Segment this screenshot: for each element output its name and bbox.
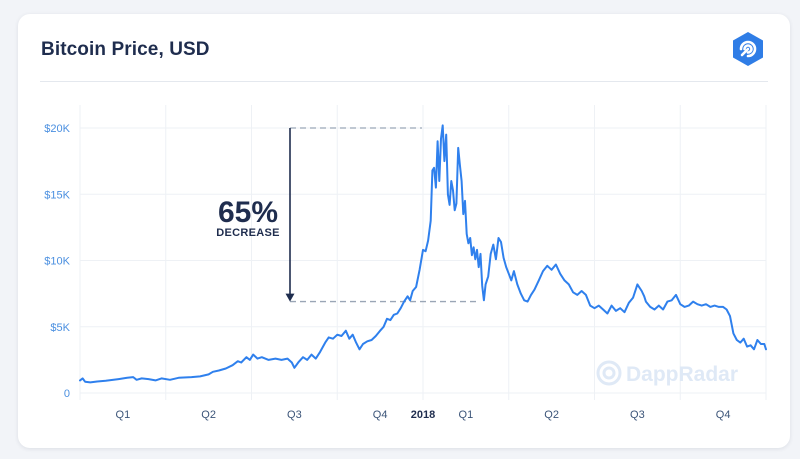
y-tick-label: 0 [64, 388, 70, 400]
y-tick-label: $15K [44, 189, 70, 201]
watermark: DappRadar [596, 360, 738, 386]
y-tick-label: $20K [44, 123, 70, 135]
watermark-text: DappRadar [626, 363, 738, 386]
x-tick-label: Q2 [201, 409, 216, 421]
x-axis-ticks: Q1 Q2 Q3 Q4 2018 Q1 Q2 Q3 Q4 [116, 409, 731, 421]
chart-card: Bitcoin Price, USD [18, 14, 790, 448]
decrease-annotation: 65% DECREASE [216, 127, 476, 303]
x-tick-label: Q4 [716, 409, 731, 421]
grid-layer [79, 105, 767, 400]
chart-title: Bitcoin Price, USD [41, 39, 210, 60]
dappradar-logo-icon [730, 31, 766, 67]
watermark-logo-icon [596, 360, 622, 386]
annotation-label: DECREASE [216, 227, 280, 239]
x-tick-label: Q2 [544, 409, 559, 421]
y-tick-label: $5K [50, 322, 70, 334]
y-axis-ticks: 0 $5K $10K $15K $20K [44, 123, 70, 400]
annotation-value: 65% [218, 196, 278, 229]
x-tick-label: 2018 [411, 409, 435, 421]
x-tick-label: Q1 [459, 409, 474, 421]
annotation-arrowhead-icon [285, 293, 295, 302]
x-tick-label: Q3 [630, 409, 645, 421]
y-tick-label: $10K [44, 256, 70, 268]
series-line-price [79, 124, 767, 384]
x-tick-label: Q4 [373, 409, 388, 421]
x-tick-label: Q3 [287, 409, 302, 421]
header-divider [40, 81, 768, 82]
x-tick-label: Q1 [116, 409, 131, 421]
